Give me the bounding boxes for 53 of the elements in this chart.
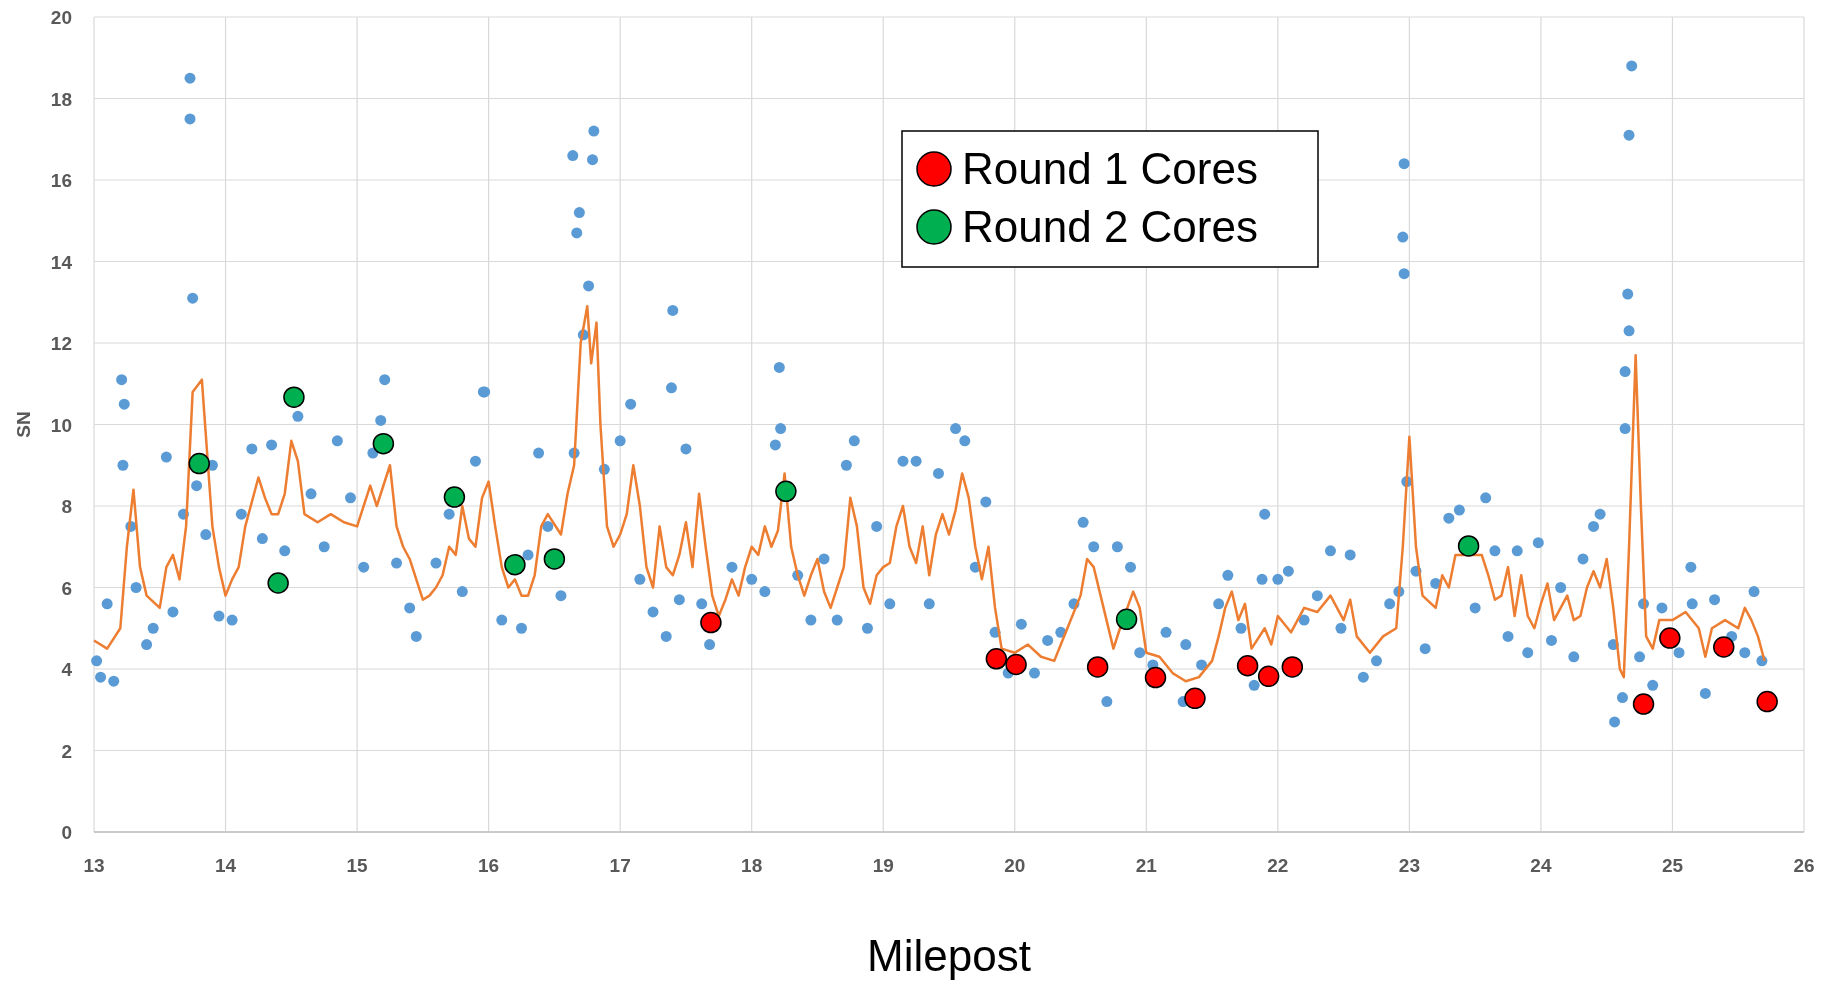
x-tick-label: 16 xyxy=(478,855,500,876)
point xyxy=(1281,656,1304,678)
point xyxy=(283,386,305,408)
y-tick-label: 0 xyxy=(61,822,72,843)
y-tick-label: 2 xyxy=(61,740,72,762)
x-tick-label: 25 xyxy=(1661,855,1684,876)
x-tick-label: 19 xyxy=(872,855,894,876)
point xyxy=(504,553,526,576)
point xyxy=(1457,535,1480,557)
point xyxy=(1144,666,1167,689)
y-tick-label: 14 xyxy=(50,251,73,273)
y-tick-label: 16 xyxy=(50,170,72,191)
point xyxy=(1236,654,1259,677)
point xyxy=(1257,665,1280,688)
y-tick-label: 18 xyxy=(50,88,72,110)
point xyxy=(985,648,1008,670)
point xyxy=(372,432,395,455)
y-tick-label: 6 xyxy=(61,577,72,599)
point xyxy=(1115,608,1138,631)
legend-label: Round 1 Cores xyxy=(962,144,1258,193)
x-axis-title: Milepost xyxy=(867,931,1031,980)
y-tick-label: 4 xyxy=(61,659,73,680)
x-tick-label: 13 xyxy=(83,855,105,876)
y-tick-label: 12 xyxy=(50,333,72,354)
x-tick-label: 18 xyxy=(741,855,763,876)
point xyxy=(1184,687,1206,710)
x-tick-label: 22 xyxy=(1267,855,1289,876)
x-tick-label: 14 xyxy=(214,855,237,876)
point xyxy=(1005,653,1027,676)
legend-label: Round 2 Cores xyxy=(962,202,1258,251)
x-tick-label: 21 xyxy=(1135,855,1158,876)
line-series xyxy=(92,305,1766,683)
x-tick-label: 20 xyxy=(1004,855,1026,876)
y-tick-label: 8 xyxy=(61,496,72,517)
point xyxy=(700,611,722,634)
point xyxy=(188,452,210,475)
y-tick-label: 20 xyxy=(50,7,72,28)
point xyxy=(267,572,289,594)
x-tick-label: 24 xyxy=(1530,855,1552,876)
point xyxy=(1659,627,1681,649)
x-tick-label: 23 xyxy=(1398,855,1420,876)
x-tick-label: 15 xyxy=(346,855,369,876)
point xyxy=(1756,690,1778,713)
y-tick-label: 10 xyxy=(50,414,72,436)
point xyxy=(1086,656,1109,678)
x-tick-label: 26 xyxy=(1793,855,1815,876)
point xyxy=(443,486,466,508)
point xyxy=(1713,636,1735,658)
y-axis-title: SN xyxy=(13,411,34,438)
x-tick-label: 17 xyxy=(609,855,631,876)
point xyxy=(543,548,566,570)
point xyxy=(775,480,797,503)
point xyxy=(1632,693,1655,715)
